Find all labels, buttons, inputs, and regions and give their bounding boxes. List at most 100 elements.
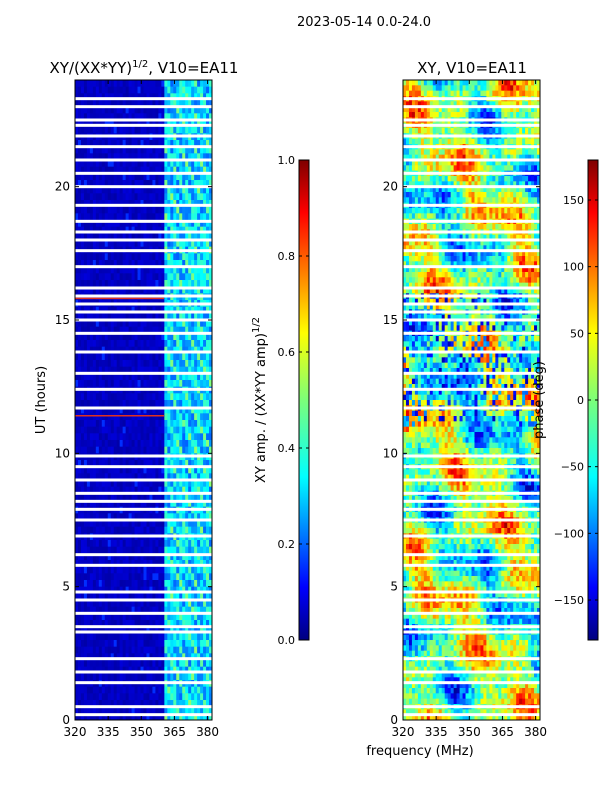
- left-heatmap-cell: [96, 567, 99, 574]
- left-heatmap-cell: [185, 640, 188, 647]
- left-heatmap-cell: [132, 633, 135, 640]
- left-heatmap-cell: [194, 447, 197, 454]
- left-heatmap-cell: [102, 273, 105, 280]
- left-heatmap-cell: [87, 640, 90, 647]
- left-heatmap-cell: [81, 547, 84, 554]
- right-heatmap-cell: [403, 128, 406, 134]
- left-heatmap-cell: [105, 193, 108, 200]
- left-heatmap-cell: [129, 640, 132, 647]
- left-heatmap-cell: [78, 380, 81, 387]
- left-heatmap-cell: [191, 567, 194, 574]
- right-heatmap-cell: [498, 91, 501, 97]
- left-heatmap-cell: [78, 213, 81, 220]
- right-heatmap-cell: [486, 112, 489, 118]
- left-heatmap-cell: [102, 647, 105, 654]
- right-heatmap-cell: [448, 112, 451, 118]
- left-heatmap-cell: [81, 633, 84, 640]
- colorbar-tick-label: 0.6: [278, 346, 296, 359]
- left-heatmap-cell: [87, 660, 90, 667]
- left-heatmap-cell: [105, 687, 108, 694]
- left-heatmap-cell: [102, 280, 105, 287]
- left-heatmap-cell: [170, 693, 173, 700]
- left-heatmap-cell: [170, 547, 173, 554]
- left-heatmap-cell: [182, 400, 185, 407]
- left-heatmap-cell: [173, 380, 176, 387]
- left-heatmap-cell: [102, 547, 105, 554]
- left-heatmap-cell: [105, 527, 108, 534]
- left-heatmap-cell: [114, 360, 117, 367]
- left-blank-row: [75, 220, 212, 223]
- left-heatmap-cell: [158, 193, 161, 200]
- left-heatmap-cell: [146, 640, 149, 647]
- left-heatmap-cell: [155, 687, 158, 694]
- right-heatmap-cell: [510, 85, 513, 91]
- left-heatmap-cell: [176, 633, 179, 640]
- left-heatmap-cell: [179, 540, 182, 547]
- left-blank-row: [75, 265, 212, 268]
- right-heatmap-cell: [531, 80, 534, 86]
- right-heatmap-cell: [406, 91, 409, 97]
- left-heatmap-cell: [182, 573, 185, 580]
- left-heatmap-cell: [197, 693, 200, 700]
- left-heatmap-cell: [105, 540, 108, 547]
- left-heatmap-cell: [191, 193, 194, 200]
- left-heatmap-cell: [81, 433, 84, 440]
- left-heatmap-cell: [81, 273, 84, 280]
- left-heatmap-cell: [200, 80, 203, 87]
- left-heatmap-cell: [141, 87, 144, 94]
- left-heatmap-cell: [170, 207, 173, 214]
- left-heatmap-cell: [84, 193, 87, 200]
- right-heatmap-cell: [501, 128, 504, 134]
- left-heatmap-cell: [161, 393, 164, 400]
- right-heatmap-cell: [507, 112, 510, 118]
- left-heatmap-cell: [146, 440, 149, 447]
- left-heatmap-cell: [170, 433, 173, 440]
- left-heatmap-cell: [84, 213, 87, 220]
- left-heatmap-cell: [141, 393, 144, 400]
- left-heatmap-cell: [108, 447, 111, 454]
- right-heatmap-cell: [409, 80, 412, 86]
- left-heatmap-cell: [81, 540, 84, 547]
- left-heatmap-cell: [99, 413, 102, 420]
- left-heatmap-cell: [149, 213, 152, 220]
- left-heatmap-cell: [78, 400, 81, 407]
- left-heatmap-line: [75, 298, 164, 300]
- left-heatmap-cell: [108, 687, 111, 694]
- left-heatmap-cell: [167, 360, 170, 367]
- left-heatmap-cell: [176, 447, 179, 454]
- left-heatmap-cell: [161, 540, 164, 547]
- left-heatmap-cell: [129, 213, 132, 220]
- left-heatmap-cell: [75, 420, 78, 427]
- left-heatmap-cell: [203, 80, 206, 87]
- left-heatmap-cell: [93, 567, 96, 574]
- right-heatmap-cell: [519, 85, 522, 91]
- left-heatmap-cell: [81, 580, 84, 587]
- left-heatmap-cell: [129, 433, 132, 440]
- left-heatmap-cell: [117, 693, 120, 700]
- left-heatmap-cell: [138, 540, 141, 547]
- left-heatmap-cell: [135, 427, 138, 434]
- left-blank-row: [75, 519, 212, 522]
- left-heatmap-cell: [161, 253, 164, 260]
- left-heatmap-cell: [149, 567, 152, 574]
- left-heatmap-cell: [173, 567, 176, 574]
- left-heatmap-cell: [179, 413, 182, 420]
- left-heatmap-cell: [132, 380, 135, 387]
- left-heatmap-cell: [75, 440, 78, 447]
- left-heatmap-cell: [78, 567, 81, 574]
- left-heatmap-cell: [149, 80, 152, 87]
- left-blank-row: [75, 492, 212, 495]
- left-heatmap-cell: [78, 80, 81, 87]
- left-heatmap-cell: [135, 340, 138, 347]
- left-heatmap-cell: [126, 440, 129, 447]
- left-heatmap-cell: [120, 447, 123, 454]
- left-heatmap-cell: [185, 360, 188, 367]
- left-heatmap-cell: [87, 427, 90, 434]
- left-heatmap-cell: [185, 573, 188, 580]
- left-heatmap-cell: [111, 273, 114, 280]
- left-heatmap-cell: [164, 273, 167, 280]
- left-heatmap-cell: [179, 213, 182, 220]
- left-heatmap-cell: [123, 207, 126, 214]
- left-heatmap-cell: [185, 633, 188, 640]
